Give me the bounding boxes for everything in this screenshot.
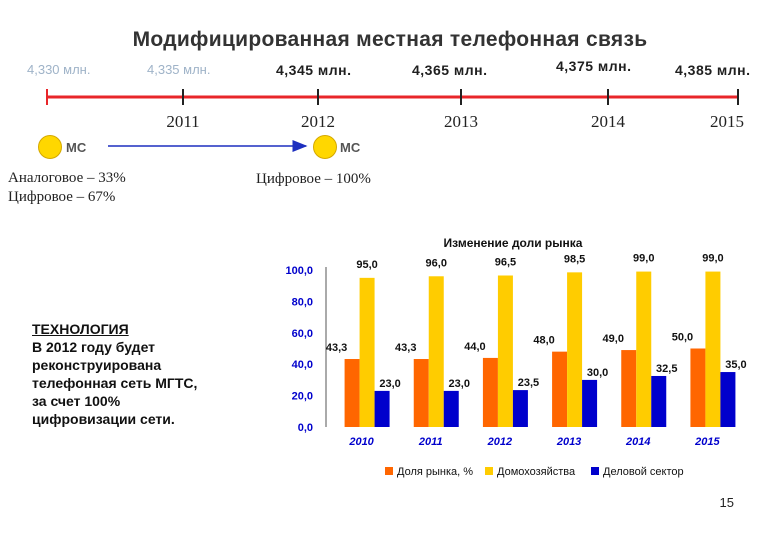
- subscribers-2013: 4,365 млн.: [412, 62, 488, 78]
- y-tick-label: 60,0: [292, 328, 313, 340]
- x-tick-label: 2013: [556, 436, 581, 448]
- technology-line-5: цифровизации сети.: [32, 411, 175, 427]
- y-tick-label: 80,0: [292, 296, 313, 308]
- timeline-year-2013: 2013: [444, 112, 478, 131]
- technology-heading: ТЕХНОЛОГИЯ: [32, 321, 129, 337]
- bar-0-2010: [344, 359, 360, 427]
- legend-label: Домохозяйства: [497, 466, 576, 478]
- marker-note-left-1: Аналоговое – 33%: [8, 170, 126, 186]
- data-label: 99,0: [702, 253, 723, 265]
- marker-label-right: МС: [340, 140, 361, 155]
- bar-2-2010: [374, 390, 390, 427]
- data-label: 43,3: [326, 342, 347, 354]
- bar-1-2011: [428, 276, 444, 427]
- technology-line-1: В 2012 году будет: [32, 339, 156, 355]
- data-label: 49,0: [603, 333, 624, 345]
- bar-2-2011: [443, 390, 459, 427]
- chart-title: Изменение доли рынка: [444, 236, 583, 250]
- page-title: Модифицированная местная телефонная связ…: [132, 28, 648, 51]
- timeline-year-2012: 2012: [301, 112, 335, 131]
- x-tick-label: 2012: [487, 436, 512, 448]
- marker-note-right-1: Цифровое – 100%: [256, 171, 371, 187]
- y-tick-label: 100,0: [285, 265, 313, 277]
- bar-2-2013: [582, 379, 598, 427]
- data-label: 99,0: [633, 253, 654, 265]
- data-label: 43,3: [395, 342, 416, 354]
- marker-note-left-2: Цифровое – 67%: [8, 189, 116, 205]
- data-label: 23,0: [449, 378, 470, 390]
- timeline-year-2015: 2015: [710, 112, 744, 131]
- legend-label: Доля рынка, %: [397, 466, 473, 478]
- data-label: 32,5: [656, 363, 677, 375]
- subscribers-2015: 4,385 млн.: [675, 62, 751, 78]
- timeline-year-2011: 2011: [166, 112, 200, 131]
- technology-line-3: телефонная сеть МГТС,: [32, 375, 198, 391]
- legend-label: Деловой сектор: [603, 466, 684, 478]
- technology-block: ТЕХНОЛОГИЯ В 2012 году будет реконструир…: [32, 320, 197, 428]
- subscribers-2012: 4,345 млн.: [276, 62, 352, 78]
- bar-0-2011: [413, 359, 429, 427]
- legend-swatch: [385, 467, 393, 475]
- x-tick-label: 2011: [418, 436, 443, 448]
- data-label: 30,0: [587, 367, 608, 379]
- legend-swatch: [485, 467, 493, 475]
- x-tick-label: 2015: [694, 436, 720, 448]
- technology-line-4: за счет 100%: [32, 393, 121, 409]
- bar-1-2014: [636, 271, 652, 427]
- bar-0-2014: [621, 350, 637, 427]
- subscribers-2010: 4,330 млн.: [27, 62, 91, 77]
- marker-circle-right: [313, 135, 337, 159]
- marker-label-left: МС: [66, 140, 87, 155]
- timeline-year-2014: 2014: [591, 112, 625, 131]
- data-label: 23,5: [518, 377, 539, 389]
- subscribers-2011: 4,335 млн.: [147, 62, 211, 77]
- bar-1-2015: [705, 271, 721, 427]
- data-label: 23,0: [379, 378, 400, 390]
- y-tick-label: 20,0: [292, 391, 313, 403]
- bar-2-2014: [651, 375, 667, 427]
- bar-0-2015: [690, 348, 706, 427]
- bar-2-2012: [512, 390, 528, 427]
- data-label: 96,0: [426, 257, 447, 269]
- data-label: 95,0: [356, 259, 377, 271]
- x-tick-label: 2014: [625, 436, 650, 448]
- data-label: 50,0: [672, 332, 693, 344]
- bar-1-2013: [567, 272, 583, 427]
- data-label: 98,5: [564, 253, 585, 265]
- bar-1-2012: [497, 275, 513, 427]
- transition-arrow: [108, 140, 308, 152]
- bar-0-2012: [482, 357, 498, 427]
- market-share-chart: Изменение доли рынка 0,0 20,0 40,0 60,0 80,0 1…: [285, 236, 746, 478]
- bar-1-2010: [359, 277, 375, 427]
- technology-line-2: реконструирована: [32, 357, 162, 373]
- y-tick-label: 0,0: [298, 422, 313, 434]
- y-tick-label: 40,0: [292, 359, 313, 371]
- marker-circle-left: [38, 135, 62, 159]
- data-label: 96,5: [495, 256, 516, 268]
- data-label: 44,0: [464, 341, 485, 353]
- timeline-axis: [46, 89, 739, 105]
- subscribers-2014: 4,375 млн.: [556, 58, 632, 74]
- page-number: 15: [719, 495, 734, 510]
- bar-2-2015: [720, 372, 736, 427]
- data-label: 35,0: [725, 359, 746, 371]
- data-label: 48,0: [533, 335, 554, 347]
- bar-0-2013: [552, 351, 568, 427]
- legend-swatch: [591, 467, 599, 475]
- x-tick-label: 2010: [348, 436, 374, 448]
